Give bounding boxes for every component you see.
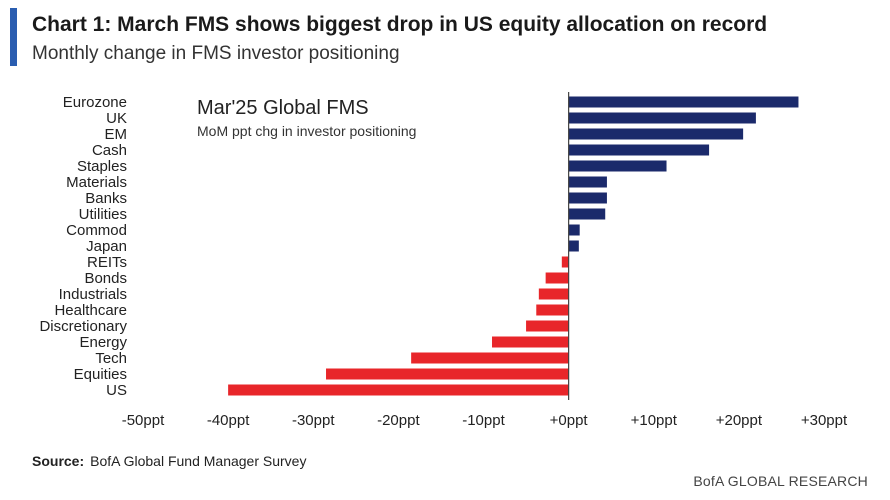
category-label: Eurozone [63, 94, 127, 111]
category-label: REITs [87, 254, 127, 271]
source-label: Source: [32, 453, 85, 469]
category-label: Materials [66, 174, 127, 191]
category-label: Healthcare [54, 302, 127, 319]
category-labels: EurozoneUKEMCashStaplesMaterialsBanksUti… [39, 94, 127, 399]
bar-uk [568, 112, 756, 124]
x-tick-label: -40ppt [207, 412, 250, 429]
annotation-subtitle: MoM ppt chg in investor positioning [197, 123, 416, 139]
category-label: Japan [86, 238, 127, 255]
bar-bonds [545, 272, 569, 284]
category-label: Discretionary [39, 318, 127, 335]
x-tick-label: -10ppt [462, 412, 505, 429]
header-accent-bar [10, 8, 17, 66]
bar-chart: EurozoneUKEMCashStaplesMaterialsBanksUti… [39, 92, 848, 429]
x-tick-label: +10ppt [631, 412, 678, 429]
bar-industrials [538, 288, 569, 300]
x-tick-label: +0ppt [550, 412, 589, 429]
bar-us [228, 384, 569, 396]
category-label: Commod [66, 222, 127, 239]
source-note: Source: BofA Global Fund Manager Survey [32, 453, 306, 469]
category-label: Utilities [79, 206, 127, 223]
category-label: Energy [79, 334, 127, 351]
category-label: Cash [92, 142, 127, 159]
x-axis-ticks: -50ppt -40ppt -30ppt -20ppt -10ppt +0ppt +10pp… [122, 412, 848, 429]
category-label: Equities [74, 366, 127, 383]
chart-subtitle: Monthly change in FMS investor positioni… [32, 43, 400, 64]
x-tick-label: +20ppt [716, 412, 763, 429]
source-text: BofA Global Fund Manager Survey [90, 453, 307, 469]
bar-tech [411, 352, 569, 364]
bar-reits [561, 256, 569, 268]
category-label: Banks [85, 190, 127, 207]
bar-healthcare [536, 304, 569, 316]
bar-equities [326, 368, 569, 380]
x-tick-label: +30ppt [801, 412, 848, 429]
category-label: Industrials [59, 286, 127, 303]
bar-cash [568, 144, 710, 156]
bars-group [228, 96, 799, 396]
bar-eurozone [568, 96, 799, 108]
x-tick-label: -20ppt [377, 412, 420, 429]
bar-energy [492, 336, 569, 348]
bar-japan [568, 240, 579, 252]
x-tick-label: -50ppt [122, 412, 165, 429]
footer-brand: BofA GLOBAL RESEARCH [693, 473, 868, 489]
category-label: US [106, 382, 127, 399]
chart-title: Chart 1: March FMS shows biggest drop in… [32, 13, 768, 36]
category-label: Tech [95, 350, 127, 367]
category-label: Bonds [84, 270, 127, 287]
annotation-title: Mar'25 Global FMS [197, 97, 369, 119]
bar-staples [568, 160, 667, 172]
bar-discretionary [526, 320, 569, 332]
x-tick-label: -30ppt [292, 412, 335, 429]
category-label: UK [106, 110, 127, 127]
bar-em [568, 128, 744, 140]
category-label: EM [105, 126, 128, 143]
bar-utilities [568, 208, 606, 220]
bar-materials [568, 176, 607, 188]
bar-commod [568, 224, 580, 236]
bar-banks [568, 192, 607, 204]
category-label: Staples [77, 158, 127, 175]
